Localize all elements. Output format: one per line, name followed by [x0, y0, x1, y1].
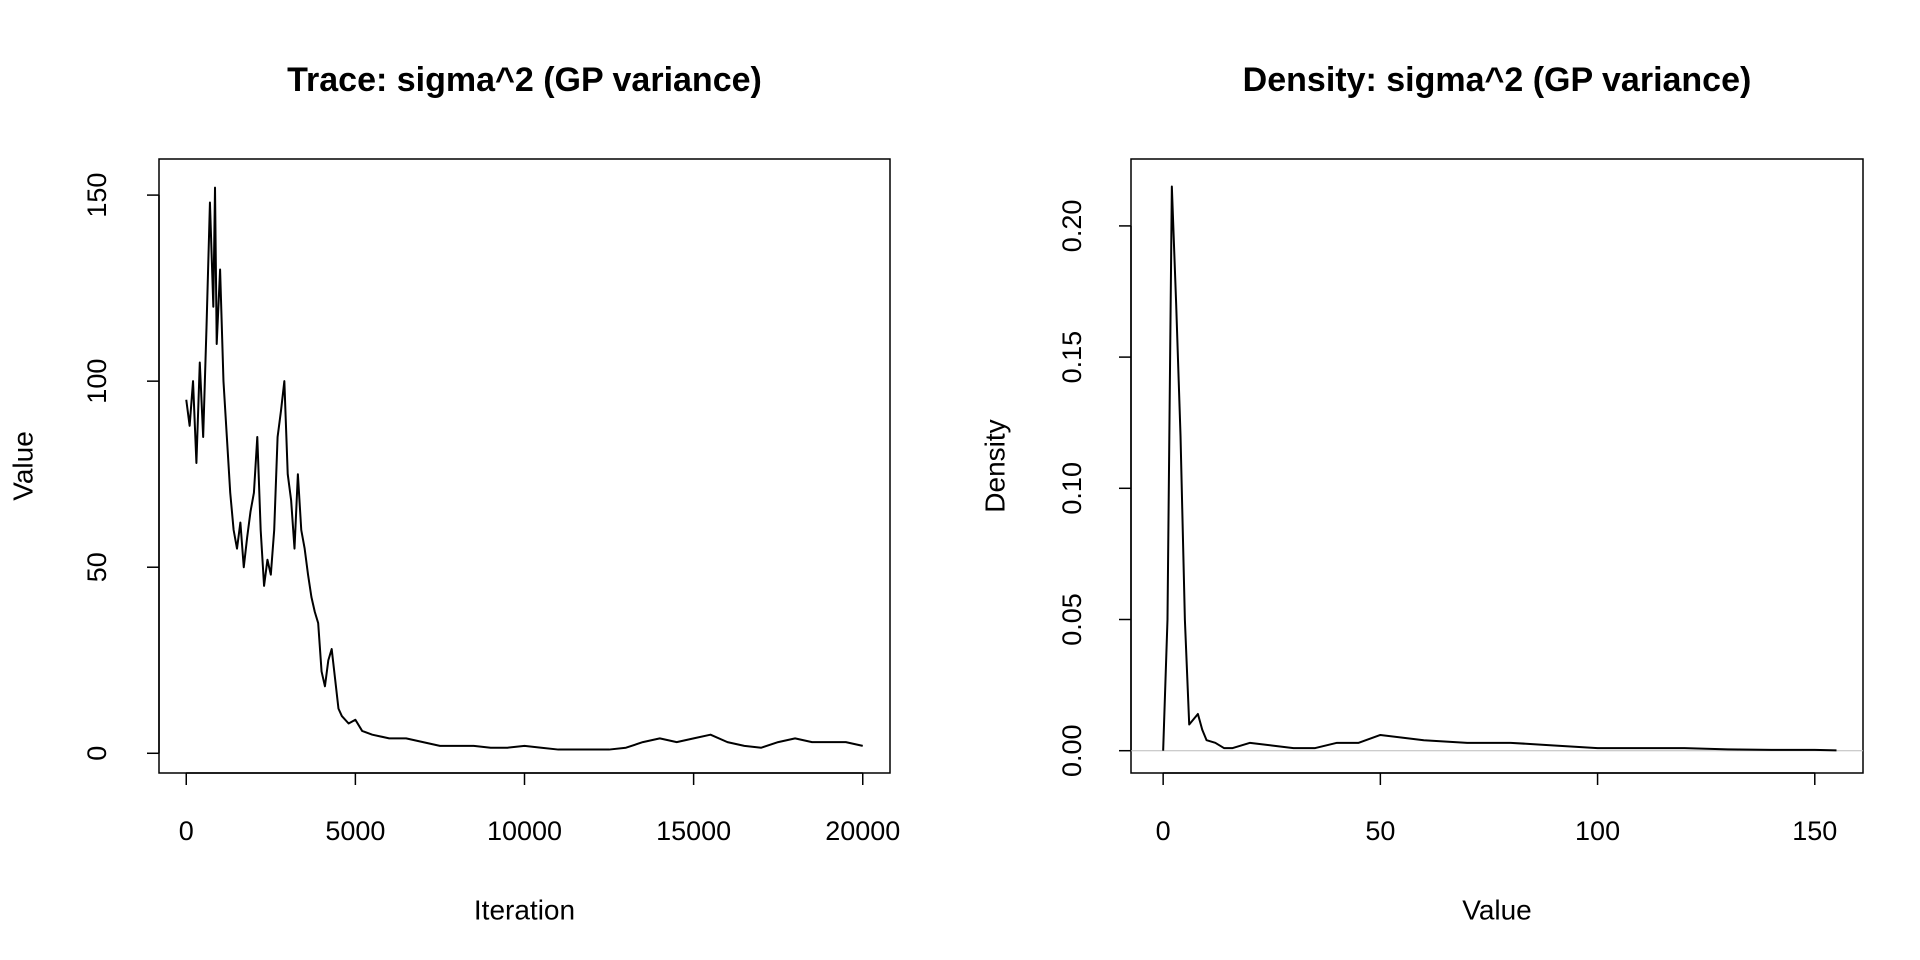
y-tick-label: 0 [82, 746, 112, 761]
x-tick-label: 0 [1156, 816, 1171, 846]
x-tick-label: 10000 [487, 816, 562, 846]
x-axis-title: Value [1462, 894, 1532, 925]
x-tick-label: 150 [1792, 816, 1837, 846]
chart-title: Trace: sigma^2 (GP variance) [287, 61, 762, 99]
y-tick-label: 0.15 [1057, 331, 1087, 384]
y-tick-label: 0.05 [1057, 593, 1087, 646]
y-axis-title: Value [7, 431, 38, 501]
x-tick-label: 5000 [325, 816, 385, 846]
x-tick-label: 0 [179, 816, 194, 846]
y-tick-label: 0.10 [1057, 462, 1087, 515]
y-tick-label: 0.00 [1057, 724, 1087, 777]
x-tick-label: 15000 [656, 816, 731, 846]
x-tick-label: 20000 [825, 816, 900, 846]
y-tick-label: 0.20 [1057, 200, 1087, 253]
chart-title: Density: sigma^2 (GP variance) [1243, 61, 1752, 99]
data-line [185, 186, 863, 751]
plot-box [1130, 158, 1864, 774]
x-tick-label: 100 [1575, 816, 1620, 846]
y-axis-title: Density [979, 419, 1010, 512]
plot-box [158, 158, 891, 774]
x-axis-title: Iteration [474, 894, 575, 925]
y-tick-label: 50 [82, 552, 112, 582]
data-line [1162, 185, 1837, 752]
y-tick-label: 100 [82, 359, 112, 404]
x-tick-label: 50 [1365, 816, 1395, 846]
y-tick-label: 150 [82, 173, 112, 218]
